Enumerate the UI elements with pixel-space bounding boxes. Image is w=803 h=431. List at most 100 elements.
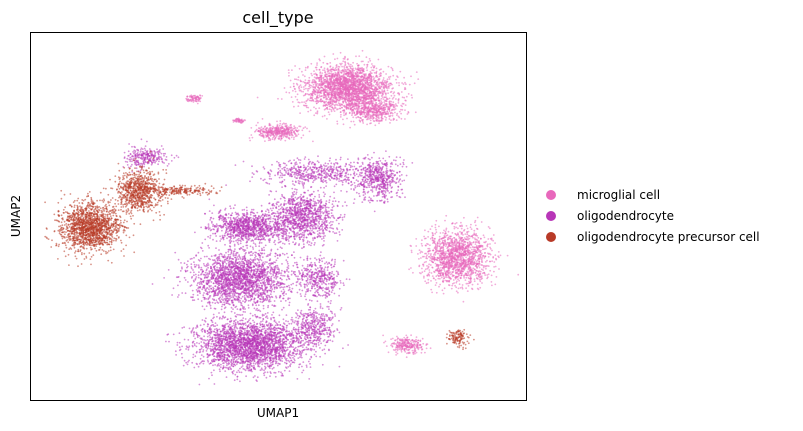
data-point [322, 61, 325, 64]
data-point [465, 238, 467, 241]
data-point [491, 284, 493, 287]
data-point [383, 85, 385, 88]
data-point [445, 251, 447, 253]
data-point [342, 69, 344, 71]
data-point [336, 82, 339, 85]
data-point [362, 115, 364, 118]
data-point [303, 101, 306, 103]
data-point [333, 69, 336, 72]
data-point [334, 67, 337, 70]
data-point [474, 219, 477, 222]
data-point [347, 97, 350, 100]
data-point [293, 125, 296, 128]
data-point [406, 336, 408, 339]
data-point [430, 288, 433, 291]
data-point [370, 66, 373, 69]
data-point [342, 118, 344, 121]
data-point [338, 81, 341, 84]
data-point [279, 132, 281, 135]
data-point [356, 68, 359, 71]
data-point [376, 111, 378, 113]
data-point [490, 274, 493, 277]
data-point [349, 108, 352, 110]
data-point [340, 77, 342, 80]
data-point [356, 107, 358, 110]
data-point [434, 237, 436, 240]
data-point [325, 103, 328, 106]
data-point [350, 84, 352, 87]
data-point [441, 252, 444, 255]
data-point [335, 103, 338, 106]
data-point [386, 105, 388, 108]
data-point [430, 280, 432, 282]
data-point [390, 66, 393, 69]
data-point [330, 102, 332, 104]
data-point [434, 246, 437, 249]
data-point [476, 216, 479, 219]
data-point [461, 272, 463, 275]
data-point [494, 254, 497, 256]
data-point [339, 111, 342, 113]
data-point [487, 252, 489, 255]
data-point [451, 239, 454, 242]
data-point [321, 115, 324, 118]
data-point [358, 105, 360, 107]
data-point [440, 276, 443, 279]
data-point [495, 258, 498, 261]
data-point [488, 227, 491, 230]
data-point [409, 244, 412, 247]
data-point [468, 237, 471, 240]
data-point [404, 338, 407, 341]
data-point [354, 75, 357, 78]
data-point [256, 96, 259, 99]
data-point [475, 233, 477, 235]
data-point [481, 264, 484, 267]
data-point [330, 96, 333, 99]
data-point [266, 134, 268, 137]
data-point [383, 90, 386, 92]
data-point [466, 244, 468, 247]
data-point [352, 61, 354, 64]
data-point [291, 101, 294, 103]
data-point [340, 103, 343, 106]
data-point [397, 102, 400, 104]
data-point [447, 272, 450, 275]
data-point [391, 337, 394, 340]
data-point [405, 356, 408, 359]
data-point [343, 67, 346, 69]
data-point [376, 118, 379, 121]
data-point [445, 266, 448, 268]
data-point [431, 266, 434, 269]
data-point [353, 87, 356, 90]
data-point [433, 256, 436, 259]
data-point [367, 61, 370, 63]
data-point [360, 79, 362, 82]
data-point [477, 265, 480, 267]
data-point [338, 76, 341, 78]
data-point [388, 97, 391, 100]
data-point [351, 112, 354, 115]
data-point [466, 231, 469, 233]
data-point [329, 85, 332, 87]
data-point [292, 138, 295, 141]
data-point [313, 93, 316, 95]
data-point [334, 106, 336, 109]
data-point [468, 280, 470, 283]
data-point [362, 60, 364, 63]
data-point [324, 71, 326, 73]
data-point [364, 101, 367, 104]
data-point [446, 255, 449, 258]
data-point [375, 79, 377, 82]
data-point [403, 76, 405, 79]
data-point [378, 75, 381, 78]
data-point [290, 123, 292, 126]
data-point [375, 83, 377, 86]
data-point [401, 102, 404, 105]
data-point [266, 127, 268, 129]
data-point [320, 66, 322, 69]
data-point [408, 83, 411, 86]
data-point [323, 82, 326, 85]
data-point [466, 249, 469, 252]
data-point [369, 119, 372, 122]
data-point [480, 249, 482, 252]
